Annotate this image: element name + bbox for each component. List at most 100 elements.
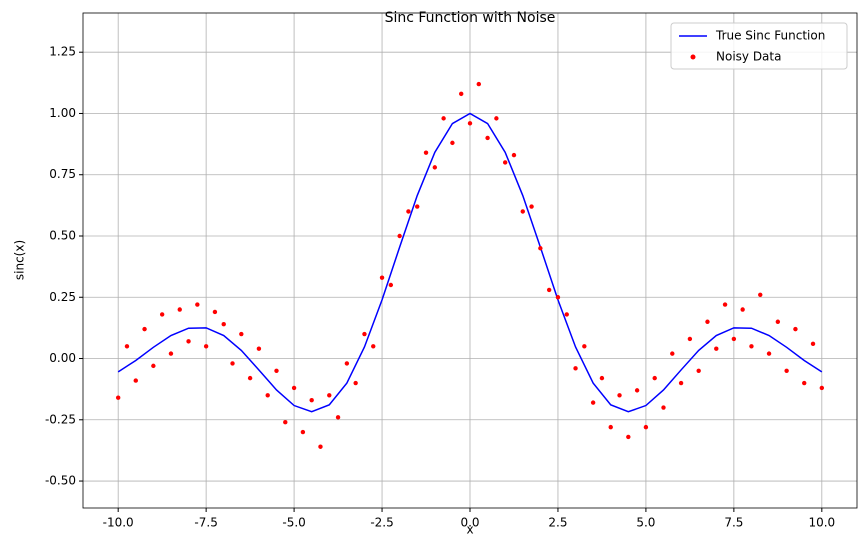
scatter-point [661, 405, 666, 410]
scatter-point [476, 81, 481, 87]
x-tick-label: 7.5 [724, 516, 743, 530]
scatter-point [626, 434, 631, 440]
y-tick-label: 1.00 [49, 106, 76, 120]
scatter-point [300, 429, 306, 435]
scatter-point [195, 302, 200, 307]
scatter-point [802, 380, 807, 386]
scatter-point [467, 121, 473, 126]
x-axis-label: x [466, 523, 473, 537]
scatter-point [256, 346, 262, 351]
scatter-point [397, 233, 402, 239]
scatter-point [687, 336, 693, 342]
scatter-point [494, 116, 499, 121]
legend: True Sinc Function Noisy Data [670, 22, 848, 70]
scatter-point [529, 204, 534, 209]
scatter-point [608, 424, 613, 430]
scatter-point [283, 420, 288, 425]
scatter-point [177, 307, 182, 312]
scatter-point [124, 344, 130, 349]
legend-box [670, 22, 848, 70]
scatter-point [678, 380, 684, 386]
scatter-point [379, 275, 385, 280]
scatter-point [186, 339, 191, 344]
scatter-point [731, 336, 737, 342]
scatter-point [793, 326, 798, 332]
scatter-point [151, 363, 156, 369]
scatter-point [335, 415, 341, 420]
scatter-point [247, 375, 253, 381]
scatter-point [784, 368, 789, 373]
scatter-point [415, 204, 420, 209]
scatter-point [758, 292, 763, 298]
scatter-point [573, 366, 578, 371]
x-tick-label: 5.0 [636, 516, 655, 530]
scatter-point [617, 393, 622, 398]
scatter-point [115, 395, 121, 400]
scatter-point [371, 344, 376, 349]
scatter-point [291, 385, 297, 391]
legend-label: True Sinc Function [715, 29, 825, 43]
scatter-point [502, 160, 508, 165]
scatter-point [309, 397, 314, 403]
scatter-point [722, 302, 728, 307]
scatter-point [749, 344, 754, 349]
scatter-point [327, 393, 332, 398]
scatter-point [423, 150, 429, 155]
scatter-point [406, 209, 411, 214]
scatter-point [459, 91, 464, 97]
x-tick-label: 10.0 [808, 516, 835, 530]
scatter-point [564, 312, 569, 317]
scatter-point [212, 309, 218, 315]
scatter-point [634, 388, 640, 393]
scatter-point [133, 378, 138, 383]
x-tick-label: -5.0 [282, 516, 305, 530]
scatter-point [819, 385, 825, 391]
x-tick-label: 0.0 [460, 516, 479, 530]
legend-label: Noisy Data [716, 50, 781, 64]
y-tick-label: 0.75 [49, 167, 76, 181]
scatter-point [318, 444, 323, 449]
scatter-point [766, 351, 772, 356]
x-tick-label: -2.5 [370, 516, 393, 530]
scatter-point [538, 246, 543, 251]
scatter-point [221, 322, 226, 327]
y-tick-label: 0.50 [49, 228, 76, 242]
y-axis-label: sinc(x) [13, 240, 27, 280]
scatter-point [652, 375, 657, 381]
x-tick-label: 2.5 [548, 516, 567, 530]
y-tick-label: -0.25 [45, 412, 76, 426]
scatter-point [590, 400, 596, 405]
y-tick-label: 0.25 [49, 290, 76, 304]
scatter-point [265, 393, 270, 398]
scatter-point [696, 368, 701, 373]
scatter-point [450, 140, 455, 146]
y-tick-label: 1.25 [49, 45, 76, 59]
scatter-point [582, 344, 587, 349]
scatter-point [142, 326, 147, 332]
scatter-point [362, 331, 367, 337]
scatter-point [599, 375, 605, 381]
scatter-point [274, 368, 279, 373]
scatter-point [555, 295, 561, 300]
scatter-point [168, 351, 174, 356]
scatter-point [714, 346, 719, 351]
scatter-point [230, 361, 235, 366]
scatter-point [643, 424, 649, 430]
scatter-point [670, 351, 675, 356]
scatter-point [546, 287, 552, 293]
scatter-point [705, 319, 710, 324]
x-tick-label: -7.5 [194, 516, 217, 530]
scatter-point [520, 209, 525, 214]
scatter-point [353, 380, 358, 386]
y-tick-label: 0.00 [49, 351, 76, 365]
scatter-point [740, 307, 745, 312]
scatter-point [485, 135, 490, 141]
scatter-point [810, 341, 816, 347]
scatter-point [441, 116, 446, 121]
x-tick-label: -10.0 [103, 516, 134, 530]
scatter-point [159, 312, 165, 317]
scatter-point [203, 344, 209, 349]
scatter-point [432, 165, 438, 170]
y-tick-label: -0.50 [45, 474, 76, 488]
